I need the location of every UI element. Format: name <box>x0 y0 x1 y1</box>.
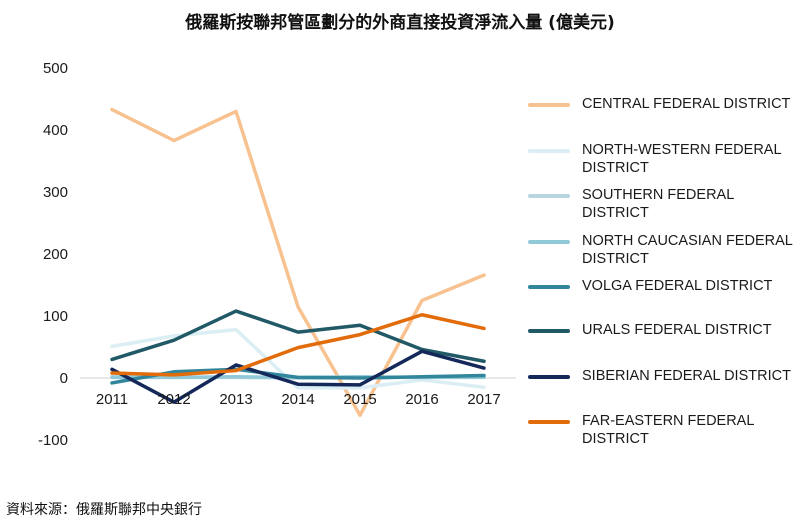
source-note: 資料來源：俄羅斯聯邦中央銀行 <box>6 502 202 518</box>
legend-item: VOLGA FEDERAL DISTRICT <box>528 277 800 295</box>
series-line <box>110 309 486 364</box>
chart-title: 俄羅斯按聯邦管區劃分的外商直接投資淨流入量 (億美元) <box>185 13 615 33</box>
legend-swatch <box>528 194 570 198</box>
y-tick-label: 200 <box>43 246 68 263</box>
x-tick-label: 2014 <box>281 391 314 408</box>
legend-swatch <box>528 149 570 153</box>
legend-label: FAR-EASTERN FEDERAL DISTRICT <box>582 413 754 447</box>
legend-swatch <box>528 375 570 379</box>
legend-item: FAR-EASTERN FEDERAL DISTRICT <box>528 412 800 448</box>
series-line <box>110 327 486 390</box>
legend-swatch <box>528 240 570 244</box>
legend-swatch <box>528 420 570 424</box>
legend-item: SOUTHERN FEDERAL DISTRICT <box>528 186 800 222</box>
y-axis-ticks: -100 0 100 200 300 400 500 <box>38 60 68 449</box>
series-line <box>110 367 486 385</box>
legend-swatch <box>528 103 570 107</box>
x-tick-label: 2017 <box>467 391 500 408</box>
series-line <box>110 349 486 404</box>
legend-item: SIBERIAN FEDERAL DISTRICT <box>528 367 800 385</box>
y-tick-label: 300 <box>43 184 68 201</box>
x-tick-label: 2015 <box>343 391 376 408</box>
y-tick-label: -100 <box>38 432 68 449</box>
series-lines <box>110 107 486 417</box>
legend-label: VOLGA FEDERAL DISTRICT <box>582 278 773 294</box>
legend-label: SIBERIAN FEDERAL DISTRICT <box>582 368 791 384</box>
legend-label: URALS FEDERAL DISTRICT <box>582 322 772 338</box>
x-tick-label: 2013 <box>219 391 252 408</box>
x-tick-label: 2016 <box>405 391 438 408</box>
y-tick-label: 100 <box>43 308 68 325</box>
legend-label: CENTRAL FEDERAL DISTRICT <box>582 96 791 112</box>
y-tick-label: 400 <box>43 122 68 139</box>
x-tick-label: 2012 <box>157 391 190 408</box>
legend-swatch <box>528 329 570 333</box>
legend-item: NORTH-WESTERN FEDERAL DISTRICT <box>528 141 800 177</box>
legend-item: NORTH CAUCASIAN FEDERAL DISTRICT <box>528 232 800 268</box>
y-tick-label: 0 <box>60 370 68 387</box>
y-tick-label: 500 <box>43 60 68 77</box>
legend-label: NORTH-WESTERN FEDERAL DISTRICT <box>582 142 781 176</box>
legend-swatch <box>528 285 570 289</box>
series-line <box>110 107 486 417</box>
legend-label: NORTH CAUCASIAN FEDERAL DISTRICT <box>582 233 793 267</box>
x-axis-ticks: 2011 2012 2013 2014 2015 2016 2017 <box>96 391 501 408</box>
legend-item: URALS FEDERAL DISTRICT <box>528 321 800 339</box>
x-tick-label: 2011 <box>96 391 128 408</box>
series-line <box>110 313 486 377</box>
legend-item: CENTRAL FEDERAL DISTRICT <box>528 95 800 113</box>
legend-label: SOUTHERN FEDERAL DISTRICT <box>582 187 734 221</box>
